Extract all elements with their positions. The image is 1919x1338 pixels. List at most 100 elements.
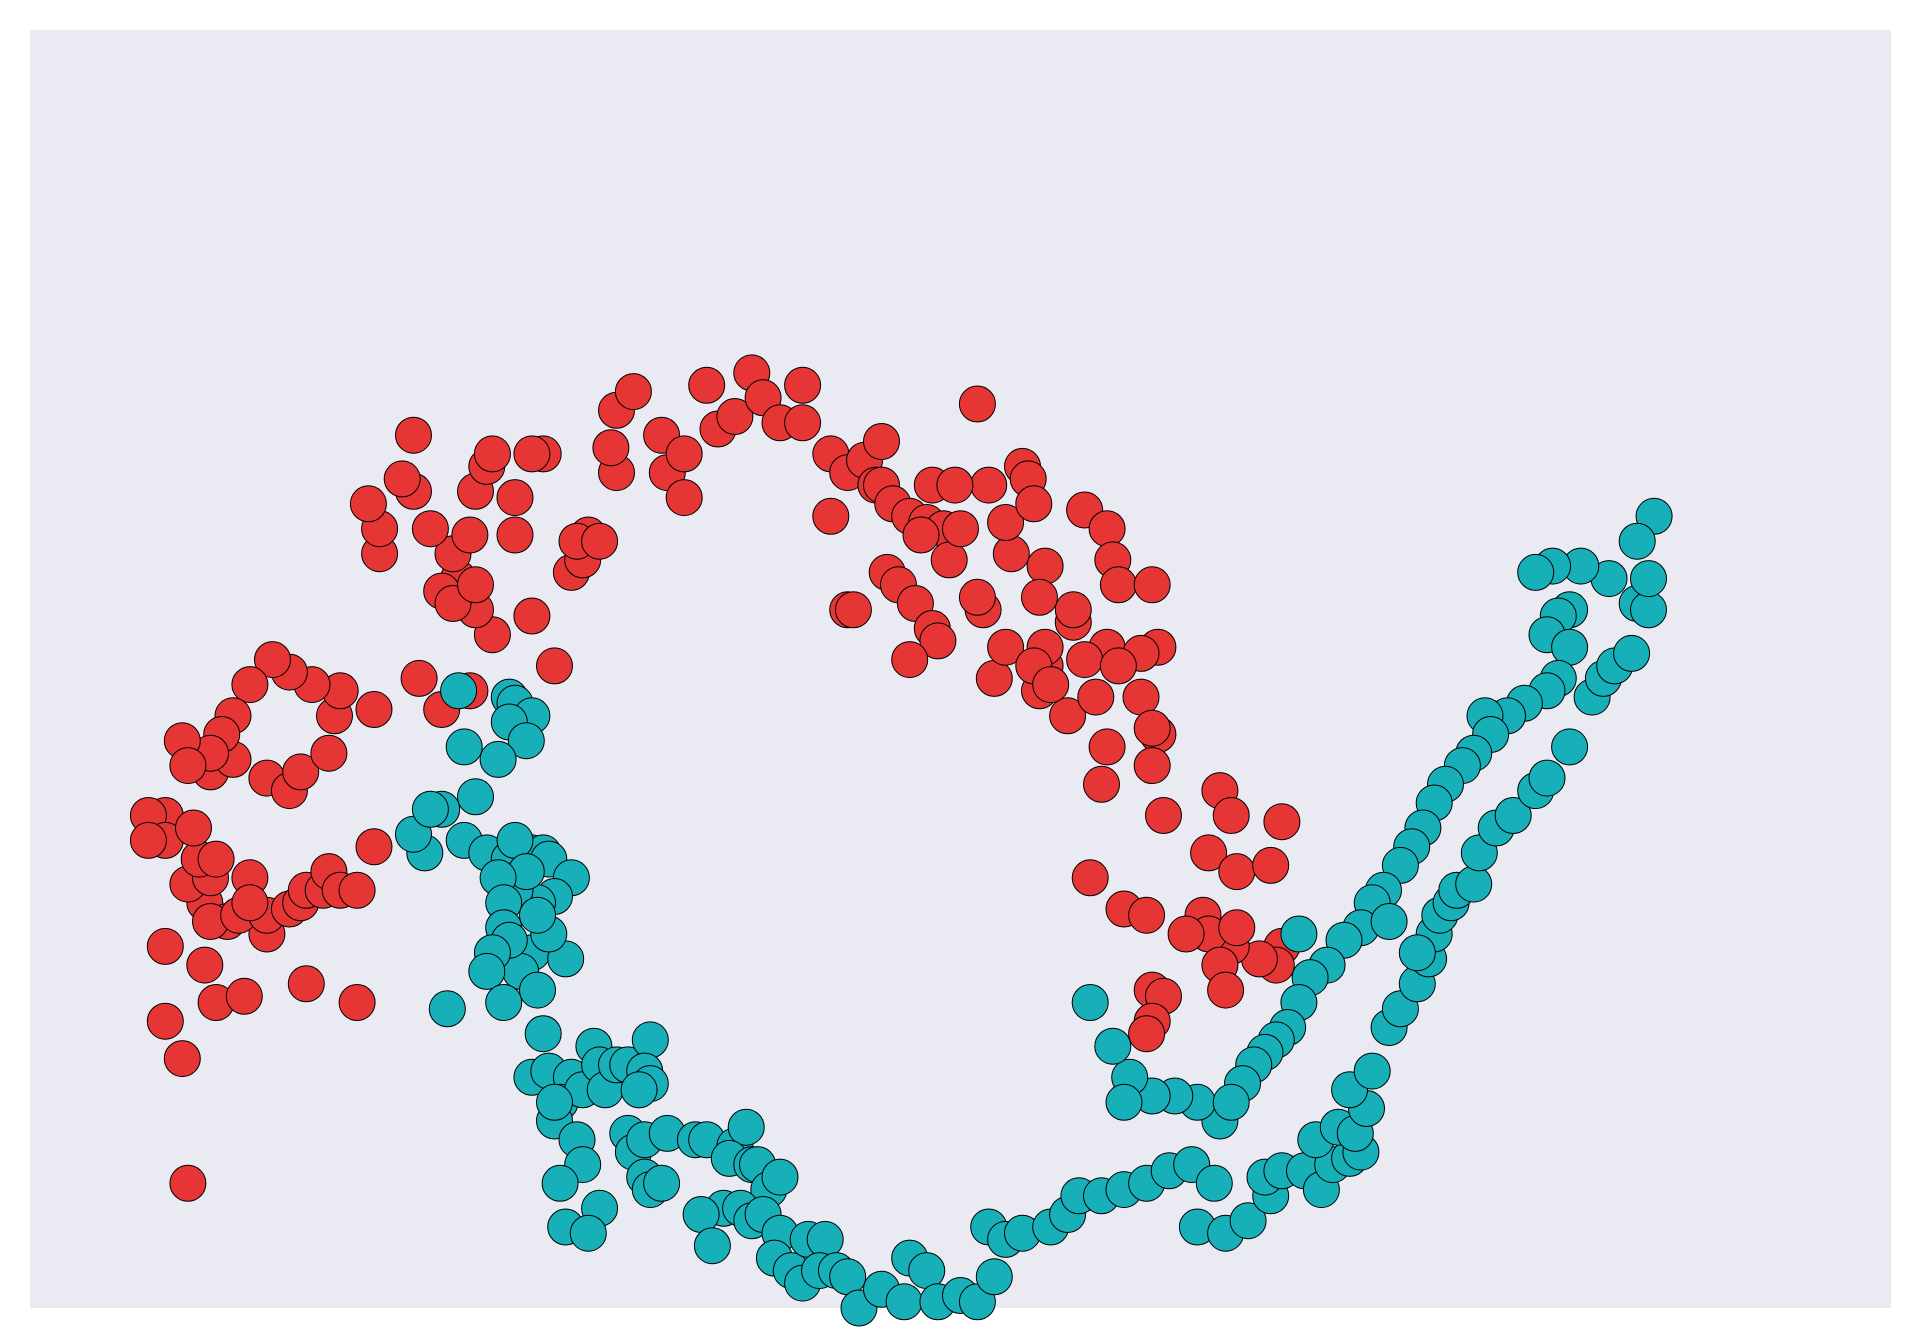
- data-point: [186, 946, 224, 984]
- data-point: [1054, 591, 1092, 629]
- data-point: [958, 385, 996, 423]
- data-point: [468, 952, 506, 990]
- data-point: [1128, 1015, 1166, 1053]
- data-point: [987, 628, 1025, 666]
- data-point: [485, 984, 523, 1021]
- data-point: [908, 1252, 946, 1290]
- data-point: [1207, 971, 1245, 1009]
- data-point: [282, 753, 320, 791]
- data-point: [395, 416, 432, 454]
- data-point: [513, 435, 551, 473]
- data-point: [1613, 634, 1651, 672]
- data-point: [665, 479, 703, 517]
- data-point: [919, 622, 957, 660]
- data-point: [891, 641, 929, 679]
- data-point: [428, 990, 466, 1028]
- data-point: [451, 516, 489, 554]
- data-point: [1252, 846, 1290, 884]
- series-1: [395, 497, 1673, 1327]
- data-point: [507, 722, 545, 760]
- data-point: [146, 1002, 184, 1040]
- data-point: [129, 821, 167, 859]
- plot-area-background: [30, 30, 1891, 1308]
- data-point: [457, 778, 494, 816]
- data-point: [834, 591, 872, 629]
- data-point: [614, 373, 652, 411]
- data-point: [231, 666, 269, 704]
- data-point: [829, 1258, 867, 1296]
- series-0: [129, 354, 1301, 1202]
- data-point: [581, 522, 619, 560]
- data-point: [513, 597, 551, 635]
- data-point: [958, 578, 996, 616]
- data-point: [1077, 678, 1115, 716]
- data-point: [1088, 510, 1126, 548]
- data-point: [411, 510, 449, 548]
- data-point: [169, 747, 207, 785]
- data-point: [716, 398, 754, 435]
- data-point: [1517, 553, 1555, 591]
- data-point: [885, 1283, 923, 1321]
- data-point: [1167, 915, 1205, 953]
- data-point: [1630, 591, 1667, 629]
- data-point: [1071, 984, 1109, 1021]
- data-point: [1099, 647, 1137, 685]
- data-point: [1398, 934, 1436, 972]
- data-point: [536, 1083, 573, 1121]
- data-point: [1071, 859, 1109, 897]
- data-point: [1105, 1083, 1143, 1121]
- data-point: [355, 828, 393, 866]
- data-point: [496, 821, 534, 859]
- data-point: [1083, 765, 1120, 803]
- data-point: [479, 740, 517, 778]
- data-point: [1049, 697, 1087, 735]
- data-point: [1195, 1164, 1233, 1202]
- data-point: [761, 1158, 799, 1196]
- data-point: [1026, 547, 1064, 585]
- data-point: [1263, 803, 1301, 841]
- data-point: [225, 977, 263, 1015]
- data-point: [541, 1164, 579, 1202]
- data-point: [1353, 1052, 1391, 1090]
- data-point: [536, 647, 573, 685]
- data-point: [254, 641, 291, 679]
- data-point: [310, 734, 348, 772]
- data-point: [620, 1071, 658, 1109]
- data-point: [784, 366, 822, 404]
- data-point: [524, 1015, 562, 1053]
- data-point: [1618, 522, 1656, 560]
- data-point: [1032, 666, 1070, 704]
- data-point: [349, 485, 387, 523]
- data-point: [496, 479, 534, 517]
- data-points-layer: [129, 354, 1673, 1327]
- data-point: [987, 504, 1025, 541]
- data-point: [457, 566, 494, 604]
- data-point: [1133, 709, 1171, 747]
- data-point: [1229, 1202, 1267, 1240]
- data-point: [1088, 728, 1126, 766]
- data-point: [975, 1258, 1013, 1296]
- data-point: [688, 366, 726, 404]
- data-point: [473, 435, 511, 473]
- data-point: [942, 510, 979, 548]
- data-point: [863, 423, 900, 460]
- data-point: [569, 1214, 607, 1252]
- data-point: [1551, 728, 1589, 766]
- data-point: [519, 971, 556, 1009]
- data-point: [1133, 566, 1171, 604]
- data-point: [1370, 903, 1408, 940]
- data-point: [411, 790, 449, 828]
- data-point: [1551, 628, 1589, 666]
- data-point: [440, 672, 478, 710]
- data-point: [519, 896, 556, 934]
- data-point: [1630, 560, 1667, 598]
- data-point: [1122, 678, 1160, 716]
- data-point: [445, 728, 483, 766]
- data-point: [400, 659, 438, 697]
- data-point: [383, 460, 421, 498]
- data-point: [930, 541, 968, 579]
- data-point: [1455, 865, 1493, 903]
- data-point: [812, 497, 850, 535]
- data-point: [287, 965, 325, 1003]
